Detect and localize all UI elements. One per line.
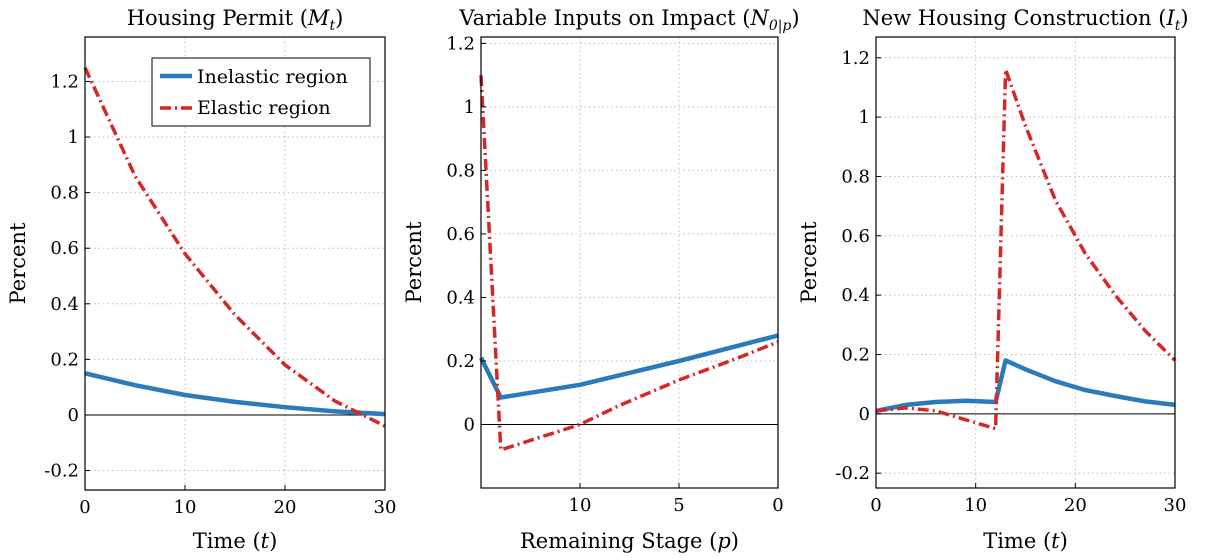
- y-tick-label: 0.4: [446, 287, 475, 308]
- x-tick-label: 0: [79, 497, 90, 518]
- axes-box: [84, 36, 386, 491]
- y-tick-label: 0.2: [50, 349, 79, 370]
- y-tick-label: 0.6: [50, 238, 79, 259]
- y-tick-label: 0.8: [50, 183, 79, 204]
- y-tick-label: 1.2: [50, 71, 79, 92]
- x-tick-label: 30: [1164, 495, 1187, 516]
- y-tick-label: 0: [859, 404, 870, 425]
- chart-title: Variable Inputs on Impact (N0|p): [458, 6, 799, 34]
- series-line-elastic: [479, 75, 779, 452]
- x-tick-label: 5: [673, 495, 684, 516]
- y-tick-label: 0.2: [841, 344, 870, 365]
- x-axis-label: Time (t): [193, 529, 278, 553]
- y-tick-label: 1: [464, 97, 475, 118]
- axes-box: [875, 36, 1176, 489]
- x-tick-label: 20: [274, 497, 297, 518]
- y-tick-label: 0.4: [50, 294, 79, 315]
- x-tick-label: 0: [870, 495, 881, 516]
- y-tick-label: 0.8: [446, 160, 475, 181]
- y-axis-label: Percent: [6, 222, 30, 304]
- chart-title: Housing Permit (Mt): [127, 6, 344, 34]
- legend: Inelastic region Elastic region: [151, 57, 371, 127]
- chart-panel-variable-inputs: 10 5 0 0 0.2 0.4 0.6 0.8 1 1.2 Variable Inputs on…: [402, 6, 800, 553]
- x-tick-label: 20: [1064, 495, 1087, 516]
- y-tick-label: 1.2: [446, 33, 475, 54]
- chart-panel-new-housing-construction: 0 10 20 30-0.200.20.40.60.811.2 New Housing…: [797, 6, 1189, 553]
- y-tick-label: 1: [68, 127, 79, 148]
- series-line-elastic: [875, 67, 1177, 431]
- series-line-inelastic: [478, 333, 779, 400]
- legend-label-inelastic: Inelastic region: [197, 66, 348, 88]
- x-tick-label: 10: [174, 497, 197, 518]
- y-axis-label: Percent: [797, 221, 821, 303]
- y-tick-label: 0.2: [446, 351, 475, 372]
- x-tick-label: 10: [964, 495, 987, 516]
- y-tick-label: 0: [68, 405, 79, 426]
- series-line-inelastic: [875, 358, 1176, 414]
- y-tick-label: 0.8: [841, 166, 870, 187]
- y-tick-label: 0.4: [841, 285, 870, 306]
- x-axis-label: Remaining Stage (p): [520, 529, 739, 553]
- y-tick-label: 0: [464, 414, 475, 435]
- y-tick-label: -0.2: [44, 461, 79, 482]
- x-tick-label: 30: [374, 497, 397, 518]
- axes-box: [480, 36, 779, 489]
- y-tick-label: 0.6: [446, 224, 475, 245]
- x-tick-label: 0: [772, 495, 783, 516]
- x-axis-label: Time (t): [983, 529, 1068, 553]
- y-axis-label: Percent: [402, 221, 426, 303]
- y-tick-label: 1.2: [841, 48, 870, 69]
- series-line-inelastic: [84, 371, 386, 417]
- series-line-elastic: [83, 66, 386, 428]
- y-tick-label: 1: [859, 107, 870, 128]
- y-tick-label: -0.2: [835, 463, 870, 484]
- x-tick-label: 10: [569, 495, 592, 516]
- chart-title: New Housing Construction (It): [862, 6, 1188, 34]
- y-tick-label: 0.6: [841, 226, 870, 247]
- chart-panel-housing-permit: 0 10 20 30-0.200.20.40.60.811.2 Housing Per…: [6, 6, 396, 553]
- legend-label-elastic: Elastic region: [197, 97, 331, 119]
